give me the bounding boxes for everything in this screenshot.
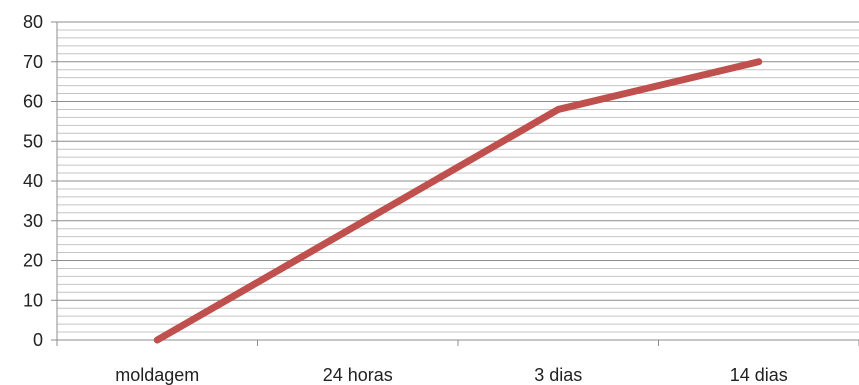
y-tick-label: 60	[23, 92, 43, 112]
y-tick-label: 20	[23, 251, 43, 271]
y-tick-label: 70	[23, 52, 43, 72]
y-tick-label: 10	[23, 290, 43, 310]
axes	[51, 21, 859, 346]
x-category-label: 3 dias	[534, 365, 582, 385]
series-line	[153, 58, 763, 344]
grid-lines	[57, 21, 859, 341]
y-tick-label: 80	[23, 12, 43, 32]
y-tick-label: 30	[23, 211, 43, 231]
x-category-label: 24 horas	[323, 365, 393, 385]
x-axis-category-labels: moldagem 24 horas 3 dias 14 dias	[115, 365, 788, 385]
y-axis-tick-labels: 0 10 20 30 40 50 60 70 80	[23, 12, 43, 350]
y-tick-label: 50	[23, 131, 43, 151]
y-tick-label: 40	[23, 171, 43, 191]
x-category-label: 14 dias	[730, 365, 788, 385]
y-tick-label: 0	[33, 330, 43, 350]
series-lines	[153, 58, 763, 344]
x-category-label: moldagem	[115, 365, 199, 385]
